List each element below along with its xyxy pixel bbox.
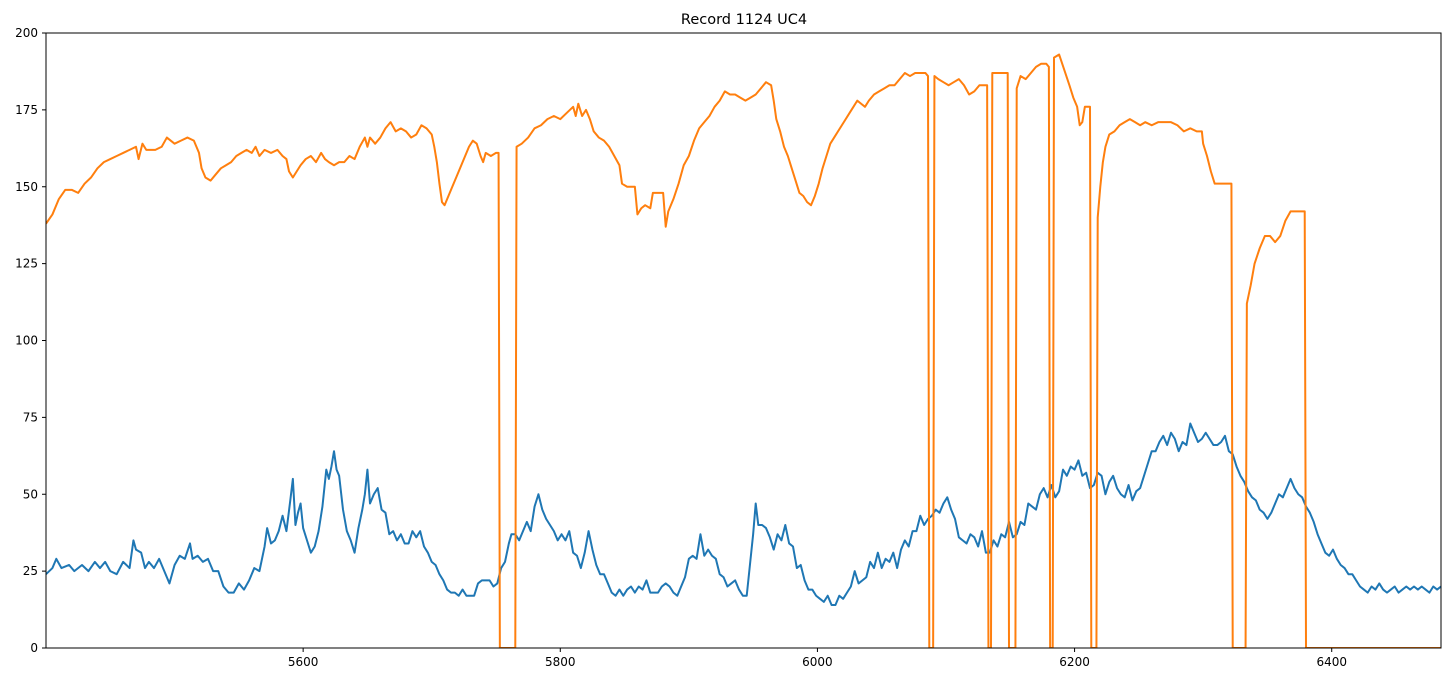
axes-layer: 5600 5800 6000 6200 6400 0 25 50 75 100 125 150 175 2… xyxy=(15,26,1442,669)
y-tick-label: 0 xyxy=(30,641,38,655)
series-line-2 xyxy=(46,53,1441,648)
series-layer xyxy=(46,53,1441,648)
x-tick-label: 5800 xyxy=(545,655,576,669)
y-tick-label: 100 xyxy=(15,334,38,348)
y-tick-label: 150 xyxy=(15,180,38,194)
y-tick-label: 175 xyxy=(15,103,38,117)
x-tick-label: 5600 xyxy=(288,655,319,669)
x-tick-label: 6400 xyxy=(1316,655,1347,669)
y-tick-label: 125 xyxy=(15,257,38,271)
series-line-1 xyxy=(46,422,1441,606)
y-tick-label: 75 xyxy=(23,410,38,424)
x-tick-label: 6000 xyxy=(802,655,833,669)
x-tick-label: 6200 xyxy=(1059,655,1090,669)
chart-title: Record 1124 UC4 xyxy=(681,12,807,28)
y-tick-label: 25 xyxy=(23,564,38,578)
y-tick-label: 200 xyxy=(15,26,38,40)
y-tick-label: 50 xyxy=(23,487,38,501)
